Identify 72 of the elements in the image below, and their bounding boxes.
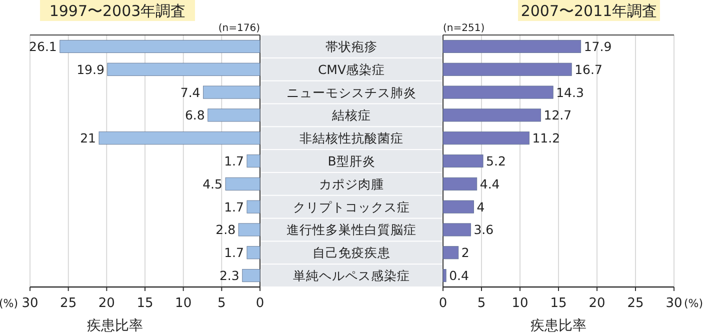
bar [442,200,474,214]
data-label: 21 [80,130,96,146]
x-tick-label: 25 [60,296,77,311]
x-tick-label: 30 [22,296,38,311]
bar [442,154,484,168]
y-tick-label: 非結核性抗酸菌症 [300,130,404,146]
bar [442,132,530,145]
bar [442,246,459,260]
x-tick-label: 15 [550,296,567,311]
bar [246,154,260,168]
bar [442,269,446,282]
data-label: 1.7 [224,154,244,168]
data-label: 26.1 [29,38,57,54]
bar [246,246,260,260]
data-label: 2 [461,245,470,260]
text: (%) [0,297,18,310]
data-label: 19.9 [76,62,104,77]
data-label: 5.2 [486,154,506,168]
x-tick-label: 20 [98,296,115,311]
x-tick-label: 30 [666,296,682,311]
data-label: 2.8 [216,222,236,238]
y-tick-label: B型肝炎 [328,154,376,168]
data-label: 4.4 [480,176,500,192]
x-tick-label: 15 [136,296,154,311]
data-label: 6.8 [184,108,205,123]
bar [246,200,260,214]
chart-title: 1997〜2003年調査 [49,2,186,20]
chart-subtitle: (n=176) [218,23,260,34]
y-tick-label: 帯状疱疹 [326,38,378,54]
bar [238,223,260,236]
y-tick-label: 自己免疫疾患 [312,245,390,260]
data-label: 17.9 [584,38,612,54]
x-tick-label: 5 [218,296,226,311]
x-tick-label: 0 [438,296,448,311]
data-label: 14.3 [556,84,584,100]
data-label: 16.7 [574,62,602,77]
data-label: 11.2 [532,130,560,146]
data-label: 2.3 [219,268,240,284]
data-label: 1.7 [224,245,244,260]
y-tick-label: 進行性多巣性白質脳症 [286,222,416,238]
data-label: 7.4 [180,84,200,100]
data-label: 4.5 [202,176,222,192]
data-label: 3.6 [474,222,494,238]
bar [442,108,541,122]
x-tick-label: 5 [477,296,486,311]
data-label: 1.7 [224,199,244,214]
data-label: 0.4 [449,268,470,284]
y-tick-label: カポジ肉腫 [319,176,384,192]
bar [242,269,260,282]
x-axis-title: 疾患比率 [530,318,586,334]
bar [208,108,260,122]
y-tick-label: 単純ヘルペス感染症 [293,268,410,284]
y-tick-label: CMV感染症 [318,62,386,77]
text: (%) [684,297,704,310]
x-axis-title: 疾患比率 [87,318,143,334]
bar [203,86,260,99]
x-tick-label: 10 [175,296,192,311]
data-label: 4 [476,199,485,214]
x-tick-label: 0 [256,296,264,311]
y-tick-label: 結核症 [331,108,371,123]
chart-subtitle: (n=251) [443,23,485,34]
x-tick-label: 20 [588,296,606,311]
data-label: 12.7 [544,108,572,123]
y-tick-label: ニューモシスチス肺炎 [286,84,416,100]
bar [442,177,478,190]
bar [442,86,554,99]
y-tick-label: クリプトコックス症 [293,199,410,214]
chart-title: 2007〜2011年調査 [520,2,658,20]
bar [442,223,471,236]
x-tick-label: 25 [627,296,644,311]
x-tick-label: 10 [512,296,528,311]
bar [225,177,260,190]
